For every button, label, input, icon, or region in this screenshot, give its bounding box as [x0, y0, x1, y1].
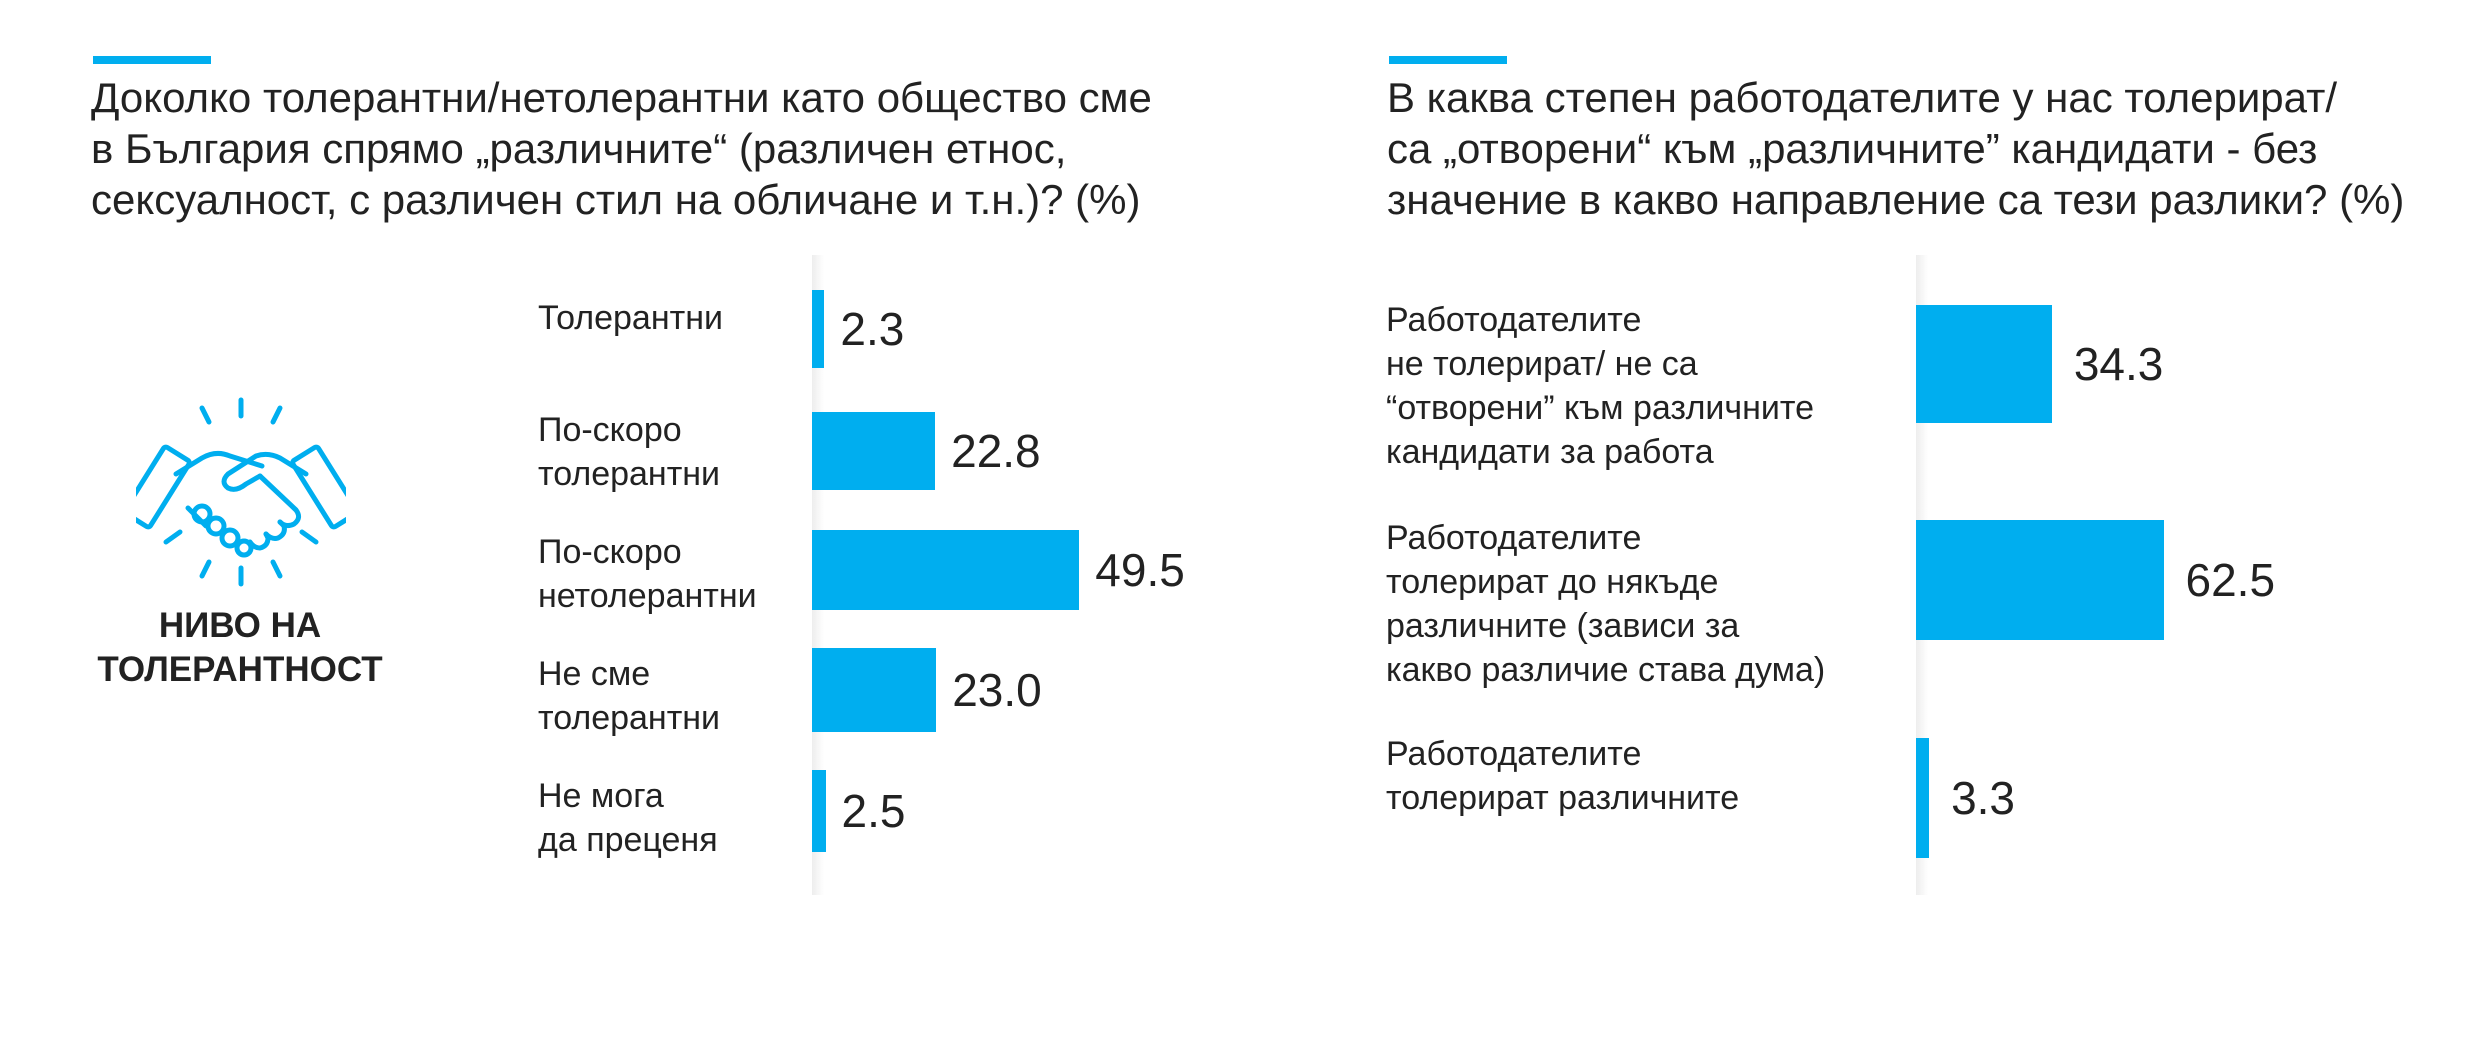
category-label: Не сме толерантни: [538, 655, 721, 737]
right-panel: В каква степен работодателите у нас толе…: [1243, 0, 2486, 1064]
bar: [1916, 738, 1930, 858]
bar: [812, 290, 825, 368]
bar: [1916, 305, 2052, 423]
category-label: Работодателите толерират различните: [1386, 735, 1740, 817]
chart-title: Доколко толерантни/нетолерантни като общ…: [91, 74, 1152, 223]
bar: [812, 770, 826, 852]
title-accent-line: [1389, 56, 1507, 64]
left-panel: Доколко толерантни/нетолерантни като общ…: [91, 56, 1185, 895]
title-accent-line: [93, 56, 211, 64]
value-label: 23.0: [952, 664, 1042, 716]
category-label: По-скоро нетолерантни: [538, 533, 757, 615]
bar: [812, 648, 937, 732]
bar: [812, 530, 1080, 610]
icon-caption: НИВО НА ТОЛЕРАНТНОСТ: [97, 606, 383, 689]
value-label: 22.8: [951, 425, 1041, 477]
tolerance-bar-chart: Толерантни 2.3 По-скоро толерантни 22.8 По-с…: [538, 255, 1185, 895]
value-label: 62.5: [2185, 554, 2276, 606]
value-label: 49.5: [1095, 544, 1185, 596]
value-label: 34.3: [2073, 338, 2164, 390]
bar: [812, 412, 936, 490]
category-label: Не мога да преценя: [538, 777, 718, 859]
employers-bar-chart: Работодателите не толерират/ не са “отво…: [1243, 0, 2486, 1064]
value-label: 3.3: [1951, 772, 2016, 824]
category-label: Толерантни: [538, 299, 723, 337]
value-label: 2.5: [841, 785, 906, 837]
category-label: Работодателите толерират до някъде разли…: [1386, 519, 1826, 689]
bar: [1916, 520, 2164, 640]
handshake-icon: [136, 397, 346, 587]
chart-title: В каква степен работодателите у нас толе…: [1387, 74, 2405, 223]
category-label: Работодателите не толерират/ не са “отво…: [1386, 301, 1815, 471]
category-label: По-скоро толерантни: [538, 411, 721, 493]
value-label: 2.3: [840, 303, 905, 355]
